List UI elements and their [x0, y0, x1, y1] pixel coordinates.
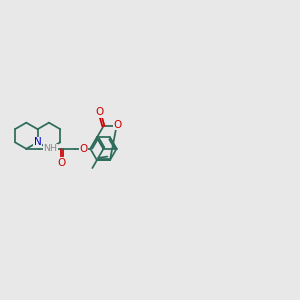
Text: O: O	[58, 158, 66, 168]
Text: O: O	[113, 119, 122, 130]
Text: NH: NH	[44, 144, 58, 153]
Text: O: O	[80, 144, 88, 154]
Text: N: N	[34, 137, 41, 147]
Text: O: O	[95, 107, 104, 117]
